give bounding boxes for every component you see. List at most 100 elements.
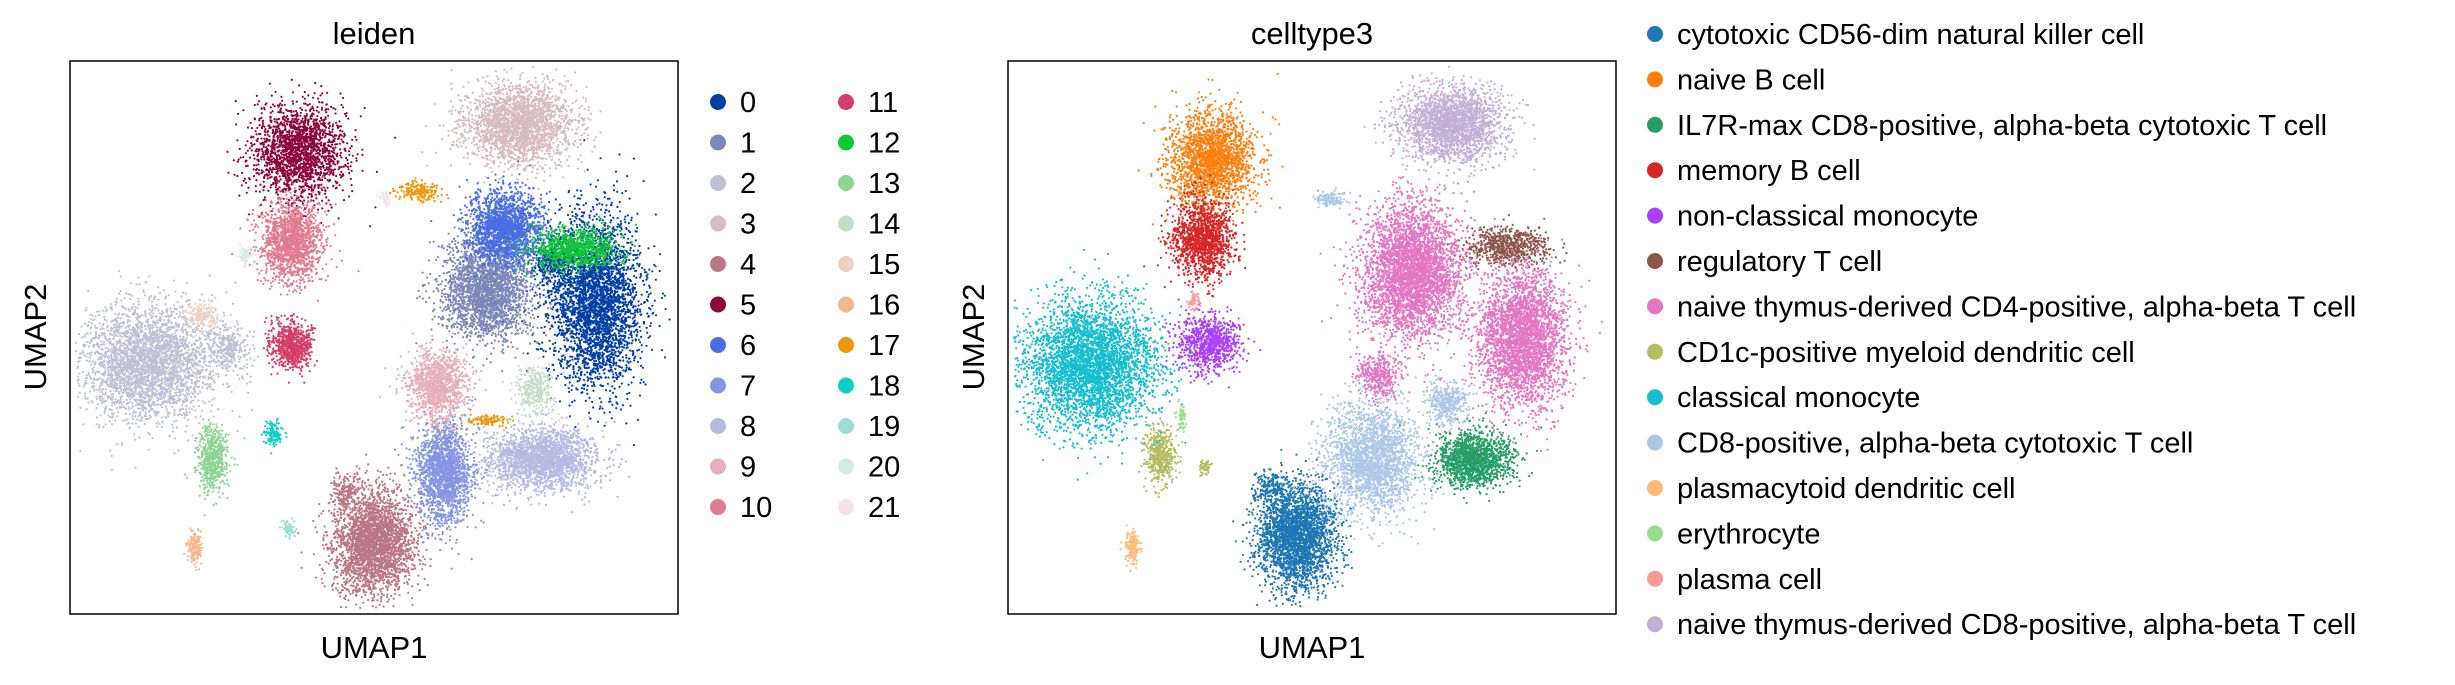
legend-label-non-classical-monocyte: non-classical monocyte (1677, 201, 1978, 233)
cluster-points-5 (226, 78, 397, 228)
scatter-points-leiden (75, 66, 671, 609)
legend-label-17: 17 (868, 330, 900, 362)
legend-marker-regulatory-t-cell (1647, 253, 1663, 269)
legend-item-9: 9 (710, 452, 756, 484)
cluster-points-21 (376, 190, 391, 208)
legend-marker-naive-thymus-derived-cd4-positive-alpha-beta-t-cell (1647, 298, 1663, 315)
legend-marker-cytotoxic-cd56-dim-natural-killer-cell (1647, 26, 1663, 42)
legend-label-5: 5 (740, 290, 756, 322)
legend-marker-3 (710, 215, 726, 232)
legend-item-memory-b-cell: memory B cell (1647, 155, 1861, 187)
legend-item-naive-b-cell: naive B cell (1647, 64, 1825, 96)
cluster-points-12 (497, 215, 638, 284)
legend-item-naive-thymus-derived-cd4-positive-alpha-beta-t-cell: naive thymus-derived CD4-positive, alpha… (1647, 291, 2356, 323)
legend-item-10: 10 (710, 492, 772, 524)
cluster-points-14 (501, 357, 563, 425)
legend-marker-2 (710, 175, 726, 191)
legend-marker-10 (710, 499, 726, 515)
legend-marker-4 (710, 256, 726, 272)
legend-label-cytotoxic-cd56-dim-natural-killer-cell: cytotoxic CD56-dim natural killer cell (1677, 19, 2144, 51)
legend-item-15: 15 (838, 249, 900, 281)
cluster-points-3 (421, 66, 602, 190)
cluster-points-cytotoxic-cd56-dim-natural-killer-cell (1232, 448, 1353, 608)
cluster-points-memory-b-cell (1143, 174, 1247, 298)
legend-marker-plasma-cell (1647, 570, 1663, 587)
panel-leiden: leiden UMAP1 UMAP2 012345678910111213141… (18, 16, 900, 665)
legend-label-12: 12 (868, 128, 900, 160)
legend-label-naive-b-cell: naive B cell (1677, 64, 1825, 96)
legend-item-3: 3 (710, 209, 756, 241)
y-axis-label-leiden: UMAP2 (18, 284, 53, 391)
legend-item-cd1c-positive-myeloid-dendritic-cell: CD1c-positive myeloid dendritic cell (1647, 337, 2135, 369)
legend-marker-20 (838, 458, 854, 475)
legend-item-12: 12 (838, 128, 900, 160)
legend-marker-12 (838, 134, 854, 151)
legend-item-cd8-positive-alpha-beta-cytotoxic-t-cell: CD8-positive, alpha-beta cytotoxic T cel… (1647, 428, 2193, 460)
cluster-points-cd8-positive-alpha-beta-cytotoxic-t-cell (1292, 187, 1478, 548)
legend-item-6: 6 (710, 330, 756, 362)
legend-marker-plasmacytoid-dendritic-cell (1647, 480, 1663, 496)
cluster-points-4 (297, 448, 444, 609)
legend-label-2: 2 (740, 168, 756, 200)
legend-item-classical-monocyte: classical monocyte (1647, 382, 1920, 414)
legend-marker-il7r-max-cd8-positive-alpha-beta-cytotoxic-t-cell (1647, 116, 1663, 133)
cluster-points-17 (379, 177, 515, 429)
legend-celltype3: cytotoxic CD56-dim natural killer cell na… (1647, 19, 2356, 641)
cluster-points-plasmacytoid-dendritic-cell (1119, 524, 1143, 573)
legend-marker-19 (838, 418, 854, 434)
legend-label-1: 1 (740, 128, 756, 160)
legend-item-il7r-max-cd8-positive-alpha-beta-cytotoxic-t-cell: IL7R-max CD8-positive, alpha-beta cytoto… (1647, 110, 2327, 142)
legend-label-naive-thymus-derived-cd4-positive-alpha-beta-t-cell: naive thymus-derived CD4-positive, alpha… (1677, 291, 2356, 323)
cluster-points-13 (184, 404, 246, 517)
legend-label-plasmacytoid-dendritic-cell: plasmacytoid dendritic cell (1677, 473, 2015, 505)
legend-marker-7 (710, 377, 726, 394)
cluster-points-erythrocyte (1173, 398, 1187, 437)
legend-marker-classical-monocyte (1647, 389, 1663, 406)
legend-marker-erythrocyte (1647, 525, 1663, 542)
cluster-points-18 (260, 417, 288, 455)
legend-label-13: 13 (868, 168, 900, 200)
legend-marker-non-classical-monocyte (1647, 207, 1663, 224)
cluster-points-naive-b-cell (1137, 72, 1284, 250)
legend-label-6: 6 (740, 330, 756, 362)
legend-label-regulatory-t-cell: regulatory T cell (1677, 246, 1882, 278)
legend-label-19: 19 (868, 411, 900, 443)
legend-label-18: 18 (868, 371, 900, 403)
legend-item-plasmacytoid-dendritic-cell: plasmacytoid dendritic cell (1647, 473, 2015, 505)
legend-label-15: 15 (868, 249, 900, 281)
legend-item-18: 18 (838, 371, 900, 403)
legend-marker-13 (838, 175, 854, 191)
legend-item-16: 16 (838, 290, 900, 322)
legend-label-classical-monocyte: classical monocyte (1677, 382, 1920, 414)
panel-title-celltype3: celltype3 (1251, 16, 1373, 51)
legend-marker-16 (838, 296, 854, 313)
legend-marker-cd1c-positive-myeloid-dendritic-cell (1647, 343, 1663, 360)
legend-marker-naive-thymus-derived-cd8-positive-alpha-beta-t-cell (1647, 616, 1663, 633)
legend-item-11: 11 (838, 87, 898, 119)
cluster-points-plasma-cell (1186, 290, 1202, 312)
cluster-points-20 (236, 243, 257, 268)
cluster-points-10 (231, 175, 360, 302)
legend-label-il7r-max-cd8-positive-alpha-beta-cytotoxic-t-cell: IL7R-max CD8-positive, alpha-beta cytoto… (1677, 110, 2327, 142)
x-axis-label-celltype3: UMAP1 (1259, 630, 1366, 665)
legend-label-0: 0 (740, 87, 756, 119)
cluster-points-non-classical-monocyte (1161, 298, 1262, 389)
legend-marker-0 (710, 94, 726, 110)
panel-celltype3: celltype3 UMAP1 UMAP2 cytotoxic CD56-dim… (956, 16, 2356, 665)
cluster-points-naive-thymus-derived-cd4-positive-alpha-beta-t-cell (1319, 146, 1603, 453)
cluster-points-classical-monocyte (1013, 248, 1195, 481)
legend-label-8: 8 (740, 411, 756, 443)
cluster-points-1 (415, 203, 559, 373)
legend-label-16: 16 (868, 290, 900, 322)
cluster-points-16 (183, 527, 204, 572)
cluster-points-il7r-max-cd8-positive-alpha-beta-cytotoxic-t-cell (1398, 412, 1543, 505)
legend-label-3: 3 (740, 209, 756, 241)
cluster-points-11 (262, 313, 319, 384)
legend-marker-21 (838, 499, 854, 515)
legend-marker-17 (838, 337, 854, 353)
legend-marker-9 (710, 458, 726, 475)
legend-item-21: 21 (838, 492, 900, 524)
plot-frame-leiden (69, 60, 679, 615)
